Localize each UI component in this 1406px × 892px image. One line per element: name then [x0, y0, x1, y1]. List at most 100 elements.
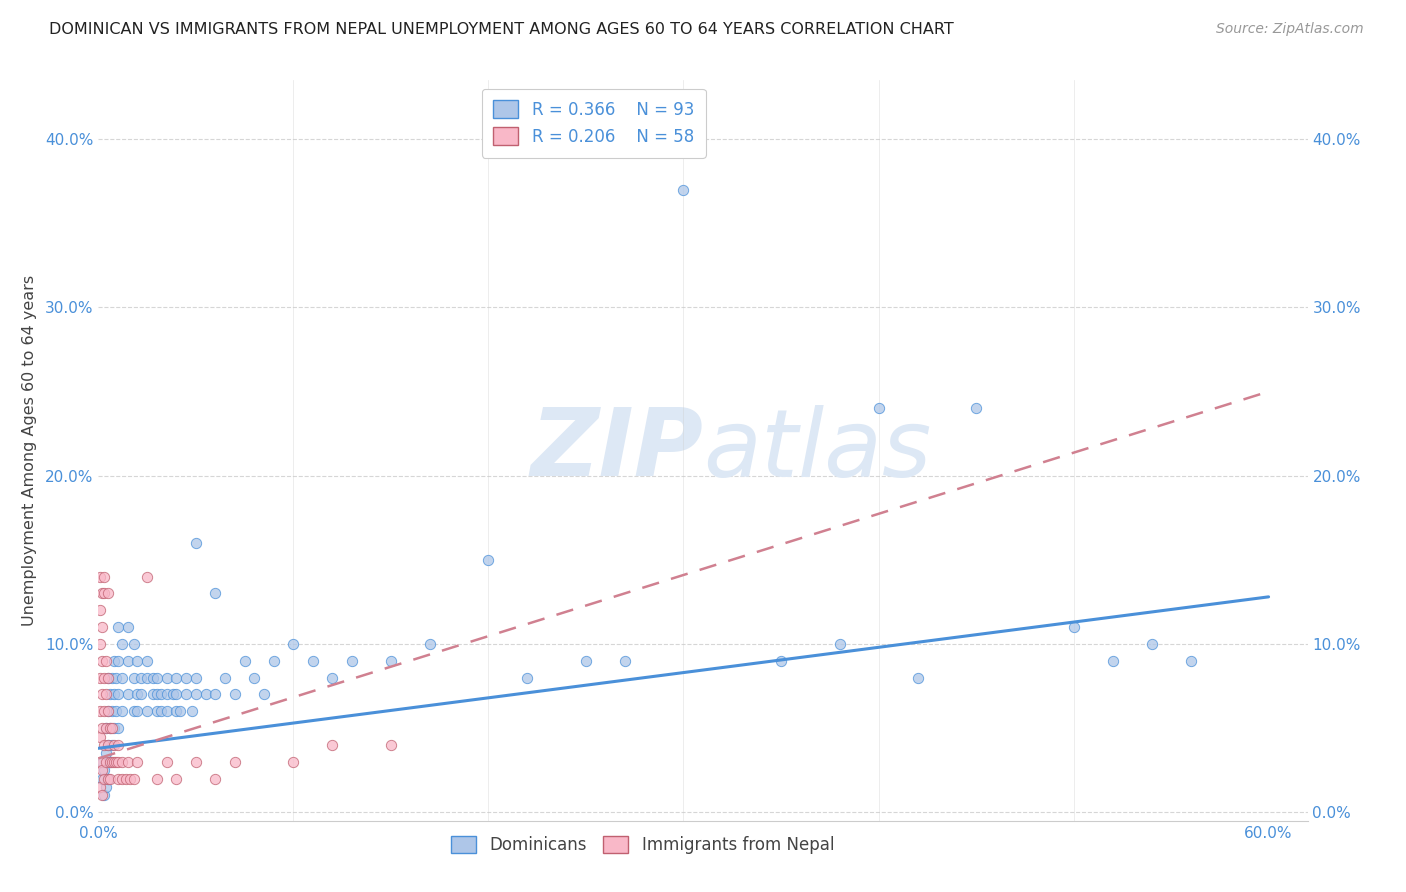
Point: [516, 671, 538, 685]
Point: [91, 654, 114, 668]
Point: [194, 688, 217, 702]
Point: [136, 569, 159, 583]
Point: [224, 755, 246, 769]
Point: [91, 763, 114, 777]
Point: [243, 671, 266, 685]
Point: [204, 586, 226, 600]
Point: [214, 671, 236, 685]
Point: [104, 704, 127, 718]
Point: [104, 671, 127, 685]
Text: atlas: atlas: [703, 405, 931, 496]
Point: [1180, 654, 1202, 668]
Point: [184, 536, 207, 550]
Point: [283, 637, 305, 651]
Point: [96, 747, 118, 761]
Point: [93, 738, 115, 752]
Point: [1140, 637, 1163, 651]
Point: [672, 183, 695, 197]
Point: [118, 772, 141, 786]
Point: [91, 688, 114, 702]
Point: [89, 603, 111, 617]
Point: [111, 671, 134, 685]
Point: [93, 772, 115, 786]
Point: [127, 688, 149, 702]
Point: [98, 688, 121, 702]
Point: [146, 704, 169, 718]
Point: [93, 704, 115, 718]
Point: [93, 671, 115, 685]
Point: [165, 704, 187, 718]
Point: [89, 780, 111, 794]
Point: [174, 688, 197, 702]
Point: [156, 704, 179, 718]
Point: [204, 772, 226, 786]
Point: [91, 620, 114, 634]
Point: [98, 755, 121, 769]
Point: [184, 755, 207, 769]
Point: [91, 772, 114, 786]
Point: [575, 654, 598, 668]
Point: [380, 738, 402, 752]
Point: [162, 688, 184, 702]
Point: [136, 704, 159, 718]
Point: [91, 721, 114, 735]
Text: Source: ZipAtlas.com: Source: ZipAtlas.com: [1216, 22, 1364, 37]
Point: [769, 654, 792, 668]
Point: [96, 755, 118, 769]
Point: [93, 789, 115, 803]
Point: [380, 654, 402, 668]
Point: [868, 401, 890, 416]
Point: [131, 671, 153, 685]
Point: [184, 688, 207, 702]
Point: [131, 688, 153, 702]
Point: [156, 755, 179, 769]
Point: [122, 671, 145, 685]
Point: [96, 654, 118, 668]
Point: [107, 755, 129, 769]
Point: [146, 688, 169, 702]
Point: [117, 620, 139, 634]
Point: [97, 671, 120, 685]
Point: [97, 772, 120, 786]
Point: [101, 704, 124, 718]
Point: [91, 586, 114, 600]
Legend: Dominicans, Immigrants from Nepal: Dominicans, Immigrants from Nepal: [444, 829, 841, 861]
Point: [114, 772, 136, 786]
Point: [96, 780, 118, 794]
Point: [103, 755, 125, 769]
Point: [149, 688, 172, 702]
Point: [103, 688, 125, 702]
Point: [146, 671, 169, 685]
Point: [96, 721, 118, 735]
Point: [111, 772, 134, 786]
Point: [907, 671, 929, 685]
Point: [1063, 620, 1085, 634]
Point: [91, 755, 114, 769]
Point: [174, 671, 197, 685]
Point: [107, 654, 129, 668]
Point: [136, 654, 159, 668]
Point: [614, 654, 637, 668]
Point: [321, 671, 343, 685]
Point: [156, 688, 179, 702]
Point: [122, 637, 145, 651]
Point: [321, 738, 343, 752]
Point: [111, 704, 134, 718]
Point: [98, 755, 121, 769]
Point: [828, 637, 851, 651]
Point: [127, 704, 149, 718]
Point: [97, 772, 120, 786]
Point: [117, 688, 139, 702]
Point: [149, 704, 172, 718]
Point: [965, 401, 987, 416]
Point: [419, 637, 441, 651]
Point: [283, 755, 305, 769]
Point: [97, 738, 120, 752]
Point: [122, 772, 145, 786]
Point: [181, 704, 204, 718]
Y-axis label: Unemployment Among Ages 60 to 64 years: Unemployment Among Ages 60 to 64 years: [21, 275, 37, 626]
Point: [101, 671, 124, 685]
Point: [89, 730, 111, 744]
Point: [107, 738, 129, 752]
Point: [107, 688, 129, 702]
